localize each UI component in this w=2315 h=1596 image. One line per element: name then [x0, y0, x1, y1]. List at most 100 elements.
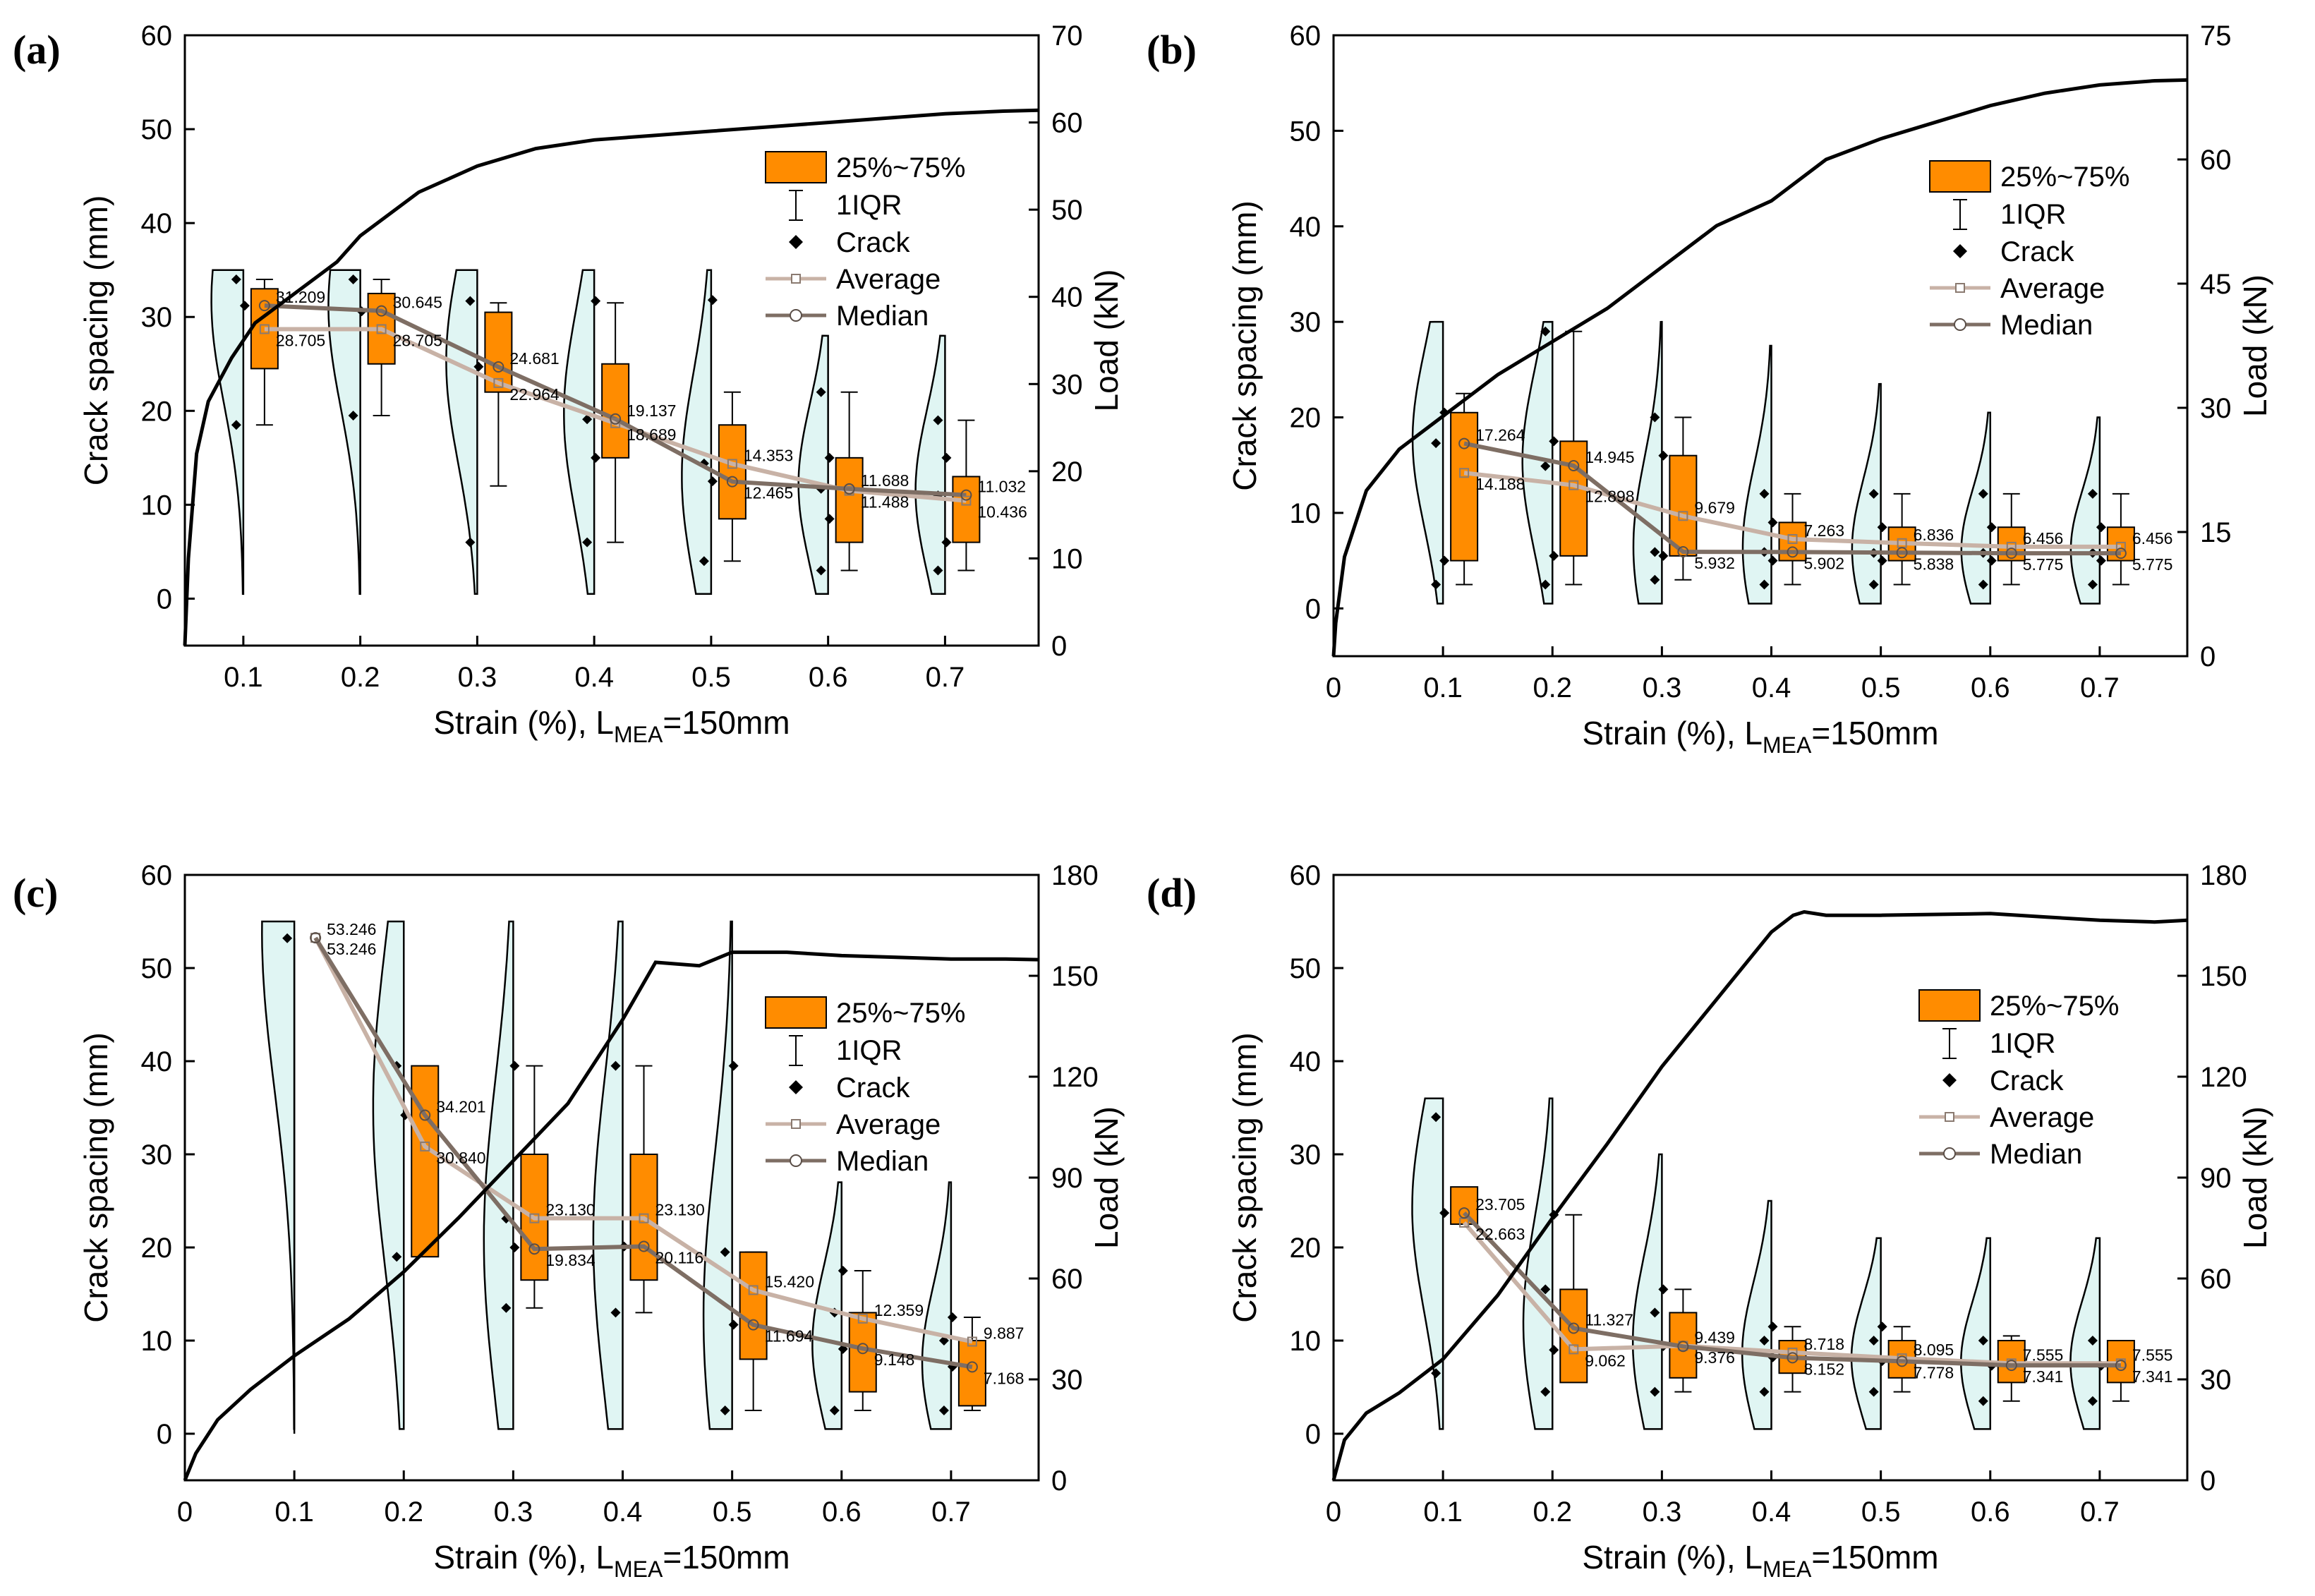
- x-tick-label: 0.7: [2080, 1497, 2120, 1528]
- median-value-label: 5.775: [2023, 555, 2064, 574]
- panel-a: (a)31.20928.70530.64528.70524.68122.9641…: [13, 20, 1125, 747]
- y-left-tick-label: 30: [1290, 307, 1322, 338]
- average-value-label: 9.062: [1585, 1351, 1626, 1370]
- panel-label: (a): [13, 27, 61, 73]
- legend-whisker-label: 1IQR: [1990, 1028, 2055, 1059]
- x-tick-label: 0.7: [931, 1497, 971, 1528]
- x-tick-label: 0.6: [1971, 1497, 2010, 1528]
- legend-average-marker: [1956, 284, 1964, 292]
- y-left-tick-label: 30: [1290, 1139, 1322, 1171]
- panel-b: (b)17.26414.18814.94512.8985.9329.6795.9…: [1147, 20, 2273, 758]
- x-axis-label: Strain (%), LMEA=150mm: [433, 704, 790, 747]
- y-left-tick-label: 0: [157, 1419, 172, 1450]
- y-left-tick-label: 10: [1290, 498, 1322, 529]
- legend-median-label: Median: [836, 301, 929, 332]
- legend-box-label: 25%~75%: [836, 152, 965, 183]
- median-value-label: 7.778: [1914, 1363, 1954, 1382]
- y-right-tick-label: 40: [1051, 282, 1083, 313]
- median-value-label: 20.116: [655, 1248, 704, 1266]
- y-right-tick-label: 180: [1051, 860, 1099, 891]
- y-left-tick-label: 10: [1290, 1326, 1322, 1357]
- x-tick-label: 0.5: [691, 662, 731, 693]
- average-value-label: 23.130: [655, 1201, 705, 1219]
- panel-c: (c) 53.246 53.246 34.201 30.840 19.834 23.130 2…: [13, 860, 1125, 1582]
- average-value-label: 28.705: [276, 331, 325, 349]
- median-value-label: 19.834: [545, 1251, 596, 1269]
- median-value-label: 30.645: [393, 294, 442, 312]
- box-7: [953, 476, 979, 542]
- legend-crack-label: Crack: [2000, 236, 2074, 267]
- box-4: [602, 364, 629, 458]
- average-value-label: 53.246: [327, 940, 376, 958]
- y-right-tick-label: 0: [2200, 641, 2216, 672]
- legend-box-label: 25%~75%: [836, 998, 965, 1029]
- box-2: [411, 1066, 438, 1257]
- x-tick-label: 0.4: [1752, 672, 1791, 703]
- legend-average-label: Average: [836, 1109, 941, 1140]
- legend: 25%~75%1IQRCrackAverageMedian: [766, 997, 965, 1177]
- legend-crack-swatch: [1942, 1073, 1957, 1087]
- box-7: [959, 1341, 986, 1405]
- y-left-tick-label: 10: [141, 1326, 173, 1357]
- x-tick-label-zero: 0: [1326, 1497, 1341, 1528]
- average-value-label: 30.840: [436, 1149, 485, 1167]
- legend-average-marker: [792, 1120, 800, 1128]
- y-left-tick-label: 10: [141, 490, 173, 521]
- y-right-tick-label: 15: [2200, 517, 2232, 548]
- median-value-label: 24.681: [509, 349, 559, 368]
- box-4: [1779, 522, 1806, 560]
- legend-average-marker: [792, 274, 800, 283]
- y-right-tick-label: 60: [2200, 145, 2232, 176]
- panel-label: (d): [1147, 870, 1197, 916]
- box-3: [1669, 456, 1696, 556]
- panel-d: (d)23.70522.66311.3279.062 9.3769.4398.15…: [1147, 860, 2273, 1582]
- legend-crack-swatch: [1953, 244, 1967, 258]
- y-right-axis-label: Load (kN): [1088, 1106, 1125, 1249]
- violin-1: [1413, 322, 1443, 603]
- y-left-tick-label: 20: [141, 1233, 173, 1264]
- y-left-tick-label: 30: [141, 1139, 173, 1171]
- legend-median-label: Median: [836, 1146, 929, 1177]
- average-value-label: 9.439: [1694, 1328, 1735, 1346]
- x-axis-label: Strain (%), LMEA=150mm: [1582, 715, 1938, 758]
- violin-2: [329, 270, 361, 594]
- legend-average-label: Average: [2000, 273, 2105, 304]
- violin-1: [262, 921, 294, 1429]
- violin-3: [446, 270, 477, 594]
- x-tick-label: 0.5: [1861, 672, 1901, 703]
- violin-7: [2071, 418, 2100, 604]
- violin-5: [682, 270, 711, 594]
- violin-4: [1743, 346, 1772, 604]
- legend-median-marker: [1944, 1148, 1955, 1159]
- legend-median-marker: [790, 1155, 802, 1166]
- box-6: [1998, 527, 2025, 560]
- legend-whisker-label: 1IQR: [836, 1035, 902, 1066]
- legend: 25%~75%1IQRCrackAverageMedian: [1930, 161, 2129, 341]
- violin-6: [1962, 413, 1990, 604]
- median-value-label: 5.932: [1694, 554, 1735, 572]
- y-left-tick-label: 60: [1290, 860, 1322, 891]
- violin-2: [1523, 322, 1553, 603]
- y-right-tick-label: 120: [1051, 1062, 1099, 1093]
- x-tick-label: 0.7: [926, 662, 965, 693]
- average-value-label: 28.705: [393, 331, 442, 349]
- y-left-axis-label: Crack spacing (mm): [1226, 200, 1263, 491]
- violin-3: [1633, 1154, 1662, 1429]
- y-left-tick-label: 40: [1290, 1046, 1322, 1077]
- median-value-label: 8.152: [1804, 1360, 1845, 1378]
- x-tick-label: 0.1: [274, 1497, 314, 1528]
- y-right-tick-label: 120: [2200, 1062, 2247, 1093]
- legend-crack-swatch: [789, 235, 803, 249]
- y-left-tick-label: 40: [1290, 212, 1322, 243]
- legend-crack-label: Crack: [1990, 1065, 2064, 1096]
- y-right-tick-label: 30: [2200, 1365, 2232, 1396]
- median-value-label: 7.341: [2023, 1367, 2064, 1386]
- legend-crack-swatch: [789, 1080, 803, 1094]
- average-value-label: 22.964: [509, 385, 560, 404]
- y-right-tick-label: 10: [1051, 543, 1083, 574]
- figure-canvas: (a)31.20928.70530.64528.70524.68122.9641…: [0, 0, 2315, 1596]
- x-tick-label: 0.2: [1533, 672, 1572, 703]
- y-left-tick-label: 20: [1290, 403, 1322, 434]
- average-value-label: 6.836: [1914, 526, 1954, 544]
- violin-3: [1633, 322, 1662, 603]
